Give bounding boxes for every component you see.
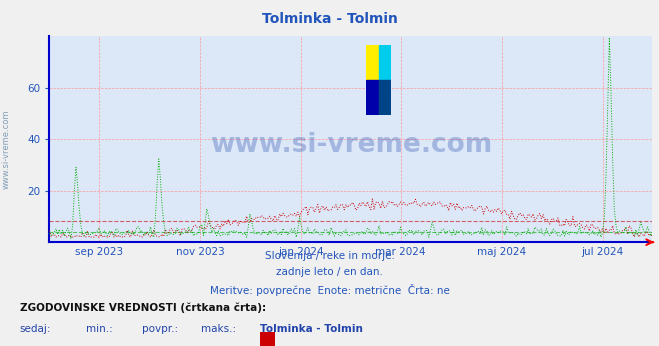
Text: Slovenija / reke in morje.: Slovenija / reke in morje. — [264, 251, 395, 261]
Text: Tolminka - Tolmin: Tolminka - Tolmin — [260, 324, 363, 334]
Bar — [366, 80, 378, 115]
Bar — [378, 80, 391, 115]
Text: maks.:: maks.: — [201, 324, 236, 334]
Text: Tolminka - Tolmin: Tolminka - Tolmin — [262, 12, 397, 26]
Text: sedaj:: sedaj: — [20, 324, 51, 334]
Text: www.si-vreme.com: www.si-vreme.com — [2, 109, 11, 189]
Text: Meritve: povprečne  Enote: metrične  Črta: ne: Meritve: povprečne Enote: metrične Črta:… — [210, 284, 449, 296]
Text: zadnje leto / en dan.: zadnje leto / en dan. — [276, 267, 383, 277]
Text: ZGODOVINSKE VREDNOSTI (črtkana črta):: ZGODOVINSKE VREDNOSTI (črtkana črta): — [20, 303, 266, 313]
Text: www.si-vreme.com: www.si-vreme.com — [210, 133, 492, 158]
Bar — [366, 45, 378, 80]
Text: min.:: min.: — [86, 324, 113, 334]
Bar — [378, 45, 391, 80]
Text: povpr.:: povpr.: — [142, 324, 178, 334]
